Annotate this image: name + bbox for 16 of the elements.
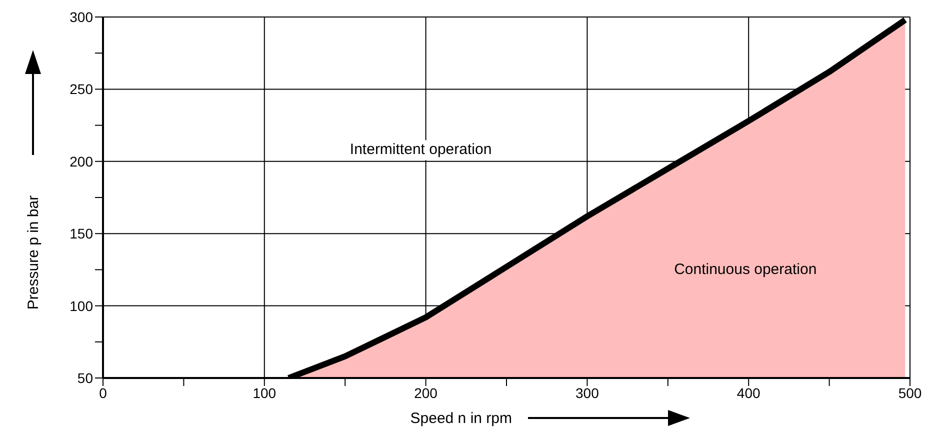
y-tick-label: 50	[77, 370, 94, 386]
x-tick-label: 200	[414, 384, 438, 401]
x-tick-label: 0	[99, 384, 108, 401]
x-tick-label: 400	[736, 384, 760, 401]
annotation: Intermittent operation	[350, 141, 492, 158]
y-tick-label: 200	[70, 153, 94, 170]
x-tick-label: 300	[576, 384, 600, 401]
x-tick-label: 500	[898, 384, 922, 401]
y-axis-title: Pressure p in bar	[25, 195, 42, 310]
annotation: Continuous operation	[674, 261, 817, 278]
x-tick-label: 100	[252, 384, 276, 401]
y-tick-label: 100	[70, 298, 94, 314]
y-tick-label: 150	[70, 226, 94, 242]
y-tick-label: 250	[70, 81, 94, 98]
x-axis-title: Speed n in rpm	[410, 410, 512, 427]
y-tick-label: 300	[70, 8, 94, 25]
